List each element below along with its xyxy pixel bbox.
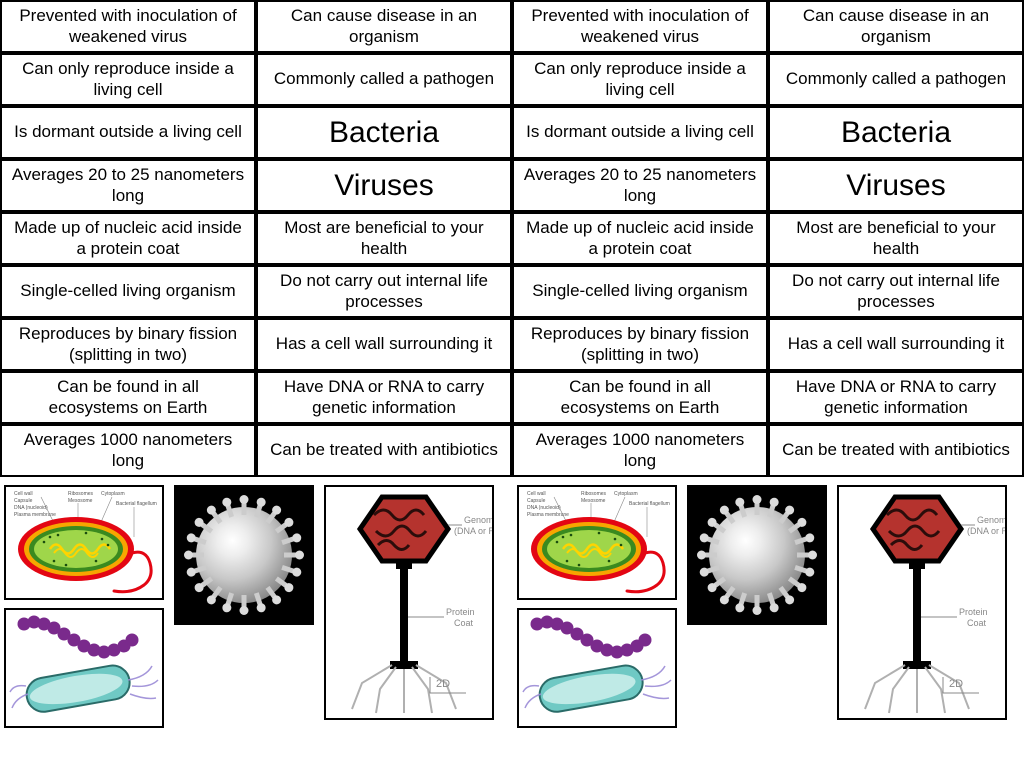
virus-sphere-image — [687, 485, 827, 625]
images-left-half: Cell wall Capsule DNA (nucleoid) Plasma … — [4, 485, 507, 728]
svg-text:Cytoplasm: Cytoplasm — [101, 491, 125, 497]
fact-cell: Single-celled living organism — [0, 265, 256, 318]
fact-cell: Viruses — [768, 159, 1024, 212]
svg-text:Cytoplasm: Cytoplasm — [614, 491, 638, 497]
fact-cell: Can be treated with antibiotics — [768, 424, 1024, 477]
fact-cell: Commonly called a pathogen — [768, 53, 1024, 106]
fact-cell: Averages 20 to 25 nanometers long — [512, 159, 768, 212]
svg-text:Cell wall: Cell wall — [527, 491, 546, 497]
svg-text:(DNA or RNA): (DNA or RNA) — [454, 526, 492, 536]
fact-cell: Can only reproduce inside a living cell — [0, 53, 256, 106]
svg-text:Bacterial flagellum: Bacterial flagellum — [629, 501, 670, 507]
fact-cell: Can cause disease in an organism — [256, 0, 512, 53]
svg-text:Bacterial flagellum: Bacterial flagellum — [116, 501, 157, 507]
fact-cell: Single-celled living organism — [512, 265, 768, 318]
phage-genome-label: Genome — [977, 515, 1005, 525]
fact-cell: Bacteria — [768, 106, 1024, 159]
bacteriophage-image: Genome (DNA or RNA) Protein Coat 2D — [324, 485, 494, 720]
bacteria-chain-image — [517, 608, 677, 728]
fact-cell: Made up of nucleic acid inside a protein… — [512, 212, 768, 265]
svg-text:2D: 2D — [436, 678, 450, 690]
fact-cell: Prevented with inoculation of weakened v… — [512, 0, 768, 53]
svg-text:Mesosome: Mesosome — [581, 498, 606, 504]
fact-cell: Averages 20 to 25 nanometers long — [0, 159, 256, 212]
svg-text:(DNA or RNA): (DNA or RNA) — [967, 526, 1005, 536]
facts-grid: Prevented with inoculation of weakened v… — [0, 0, 1024, 477]
bacteriophage-image: Genome (DNA or RNA) Protein Coat 2D — [837, 485, 1007, 720]
images-row: Cell wall Capsule DNA (nucleoid) Plasma … — [0, 477, 1024, 736]
bacteria-stack: Cell wall Capsule DNA (nucleoid) Plasma … — [4, 485, 164, 728]
svg-text:Capsule: Capsule — [527, 498, 546, 504]
phage-genome-label: Genome — [464, 515, 492, 525]
fact-cell: Do not carry out internal life processes — [256, 265, 512, 318]
bacteria-stack: Cell wall Capsule DNA (nucleoid) Plasma … — [517, 485, 677, 728]
fact-cell: Is dormant outside a living cell — [512, 106, 768, 159]
fact-cell: Is dormant outside a living cell — [0, 106, 256, 159]
fact-cell: Can be found in all ecosystems on Earth — [0, 371, 256, 424]
fact-cell: Prevented with inoculation of weakened v… — [0, 0, 256, 53]
fact-cell: Made up of nucleic acid inside a protein… — [0, 212, 256, 265]
fact-cell: Has a cell wall surrounding it — [768, 318, 1024, 371]
bacteria-cell-image: Cell wall Capsule DNA (nucleoid) Plasma … — [4, 485, 164, 600]
phage-capsid-label: Protein — [959, 607, 988, 617]
fact-cell: Commonly called a pathogen — [256, 53, 512, 106]
bacteria-chain-image — [4, 608, 164, 728]
fact-cell: Can cause disease in an organism — [768, 0, 1024, 53]
fact-cell: Most are beneficial to your health — [256, 212, 512, 265]
svg-text:2D: 2D — [949, 678, 963, 690]
virus-sphere-image — [174, 485, 314, 625]
fact-cell: Averages 1000 nanometers long — [0, 424, 256, 477]
svg-text:Ribosomes: Ribosomes — [581, 491, 607, 497]
svg-text:Coat: Coat — [454, 618, 474, 628]
fact-cell: Can be treated with antibiotics — [256, 424, 512, 477]
fact-cell: Most are beneficial to your health — [768, 212, 1024, 265]
svg-text:DNA (nucleoid): DNA (nucleoid) — [527, 505, 561, 511]
fact-cell: Can only reproduce inside a living cell — [512, 53, 768, 106]
fact-cell: Averages 1000 nanometers long — [512, 424, 768, 477]
svg-text:Coat: Coat — [967, 618, 987, 628]
svg-text:Cell wall: Cell wall — [14, 491, 33, 497]
svg-text:Capsule: Capsule — [14, 498, 33, 504]
fact-cell: Has a cell wall surrounding it — [256, 318, 512, 371]
fact-cell: Reproduces by binary fission (splitting … — [512, 318, 768, 371]
svg-text:DNA (nucleoid): DNA (nucleoid) — [14, 505, 48, 511]
phage-capsid-label: Protein — [446, 607, 475, 617]
fact-cell: Bacteria — [256, 106, 512, 159]
fact-cell: Do not carry out internal life processes — [768, 265, 1024, 318]
bacteria-cell-image: Cell wall Capsule DNA (nucleoid) Plasma … — [517, 485, 677, 600]
fact-cell: Have DNA or RNA to carry genetic informa… — [768, 371, 1024, 424]
fact-cell: Have DNA or RNA to carry genetic informa… — [256, 371, 512, 424]
fact-cell: Viruses — [256, 159, 512, 212]
fact-cell: Can be found in all ecosystems on Earth — [512, 371, 768, 424]
svg-text:Ribosomes: Ribosomes — [68, 491, 94, 497]
images-right-half: Cell wall Capsule DNA (nucleoid) Plasma … — [517, 485, 1020, 728]
svg-text:Mesosome: Mesosome — [68, 498, 93, 504]
fact-cell: Reproduces by binary fission (splitting … — [0, 318, 256, 371]
